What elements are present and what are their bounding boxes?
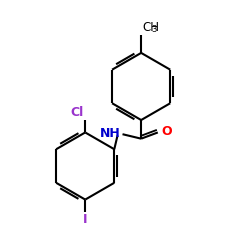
Text: 3: 3 <box>151 25 156 34</box>
Text: O: O <box>161 125 172 138</box>
Text: NH: NH <box>100 127 121 140</box>
Text: Cl: Cl <box>71 106 84 119</box>
Text: CH: CH <box>142 20 160 34</box>
Text: I: I <box>83 213 87 226</box>
